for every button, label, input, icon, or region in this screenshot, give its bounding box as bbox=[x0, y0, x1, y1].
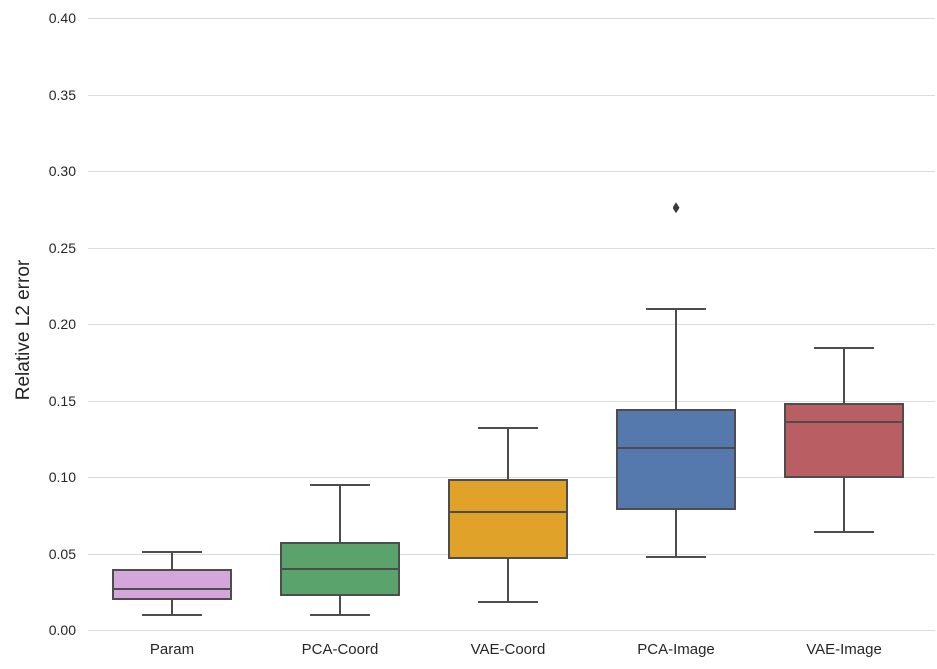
y-gridline bbox=[88, 95, 935, 96]
whisker-upper bbox=[339, 484, 341, 543]
whisker-cap-upper bbox=[814, 347, 874, 350]
outlier-marker bbox=[672, 202, 680, 214]
y-gridline bbox=[88, 324, 935, 325]
y-gridline bbox=[88, 477, 935, 478]
y-gridline bbox=[88, 171, 935, 172]
median-line bbox=[450, 511, 566, 514]
median-line bbox=[786, 420, 902, 423]
whisker-upper bbox=[507, 428, 509, 481]
median-line bbox=[114, 587, 230, 590]
whisker-cap-upper bbox=[310, 483, 370, 486]
whisker-upper bbox=[843, 348, 845, 404]
x-tick-label: PCA-Coord bbox=[301, 641, 379, 658]
x-axis-tick-labels: Param PCA-Coord VAE-Coord PCA-Image VAE-Imag… bbox=[88, 641, 935, 663]
whisker-lower bbox=[171, 599, 173, 615]
whisker-lower bbox=[843, 477, 845, 533]
x-tick-label: PCA-Image bbox=[637, 641, 715, 658]
y-tick-label: 0.30 bbox=[48, 163, 76, 179]
whisker-cap-upper bbox=[142, 550, 202, 553]
y-tick-label: 0.10 bbox=[48, 469, 76, 485]
whisker-cap-lower bbox=[646, 555, 706, 558]
y-tick-label: 0.40 bbox=[48, 10, 76, 26]
y-gridline bbox=[88, 248, 935, 249]
y-gridline bbox=[88, 401, 935, 402]
whisker-upper bbox=[675, 308, 677, 410]
y-tick-label: 0.15 bbox=[48, 392, 76, 409]
plot-area bbox=[88, 18, 935, 631]
whisker-lower bbox=[507, 558, 509, 603]
box bbox=[616, 408, 736, 511]
x-tick-label: VAE-Image bbox=[806, 641, 882, 658]
y-tick-label: 0.35 bbox=[48, 86, 76, 103]
y-tick-label: 0.20 bbox=[48, 316, 76, 332]
x-tick-label: Param bbox=[149, 641, 195, 658]
whisker-cap-upper bbox=[646, 307, 706, 310]
whisker-cap-lower bbox=[814, 531, 874, 534]
y-tick-label: 0.05 bbox=[48, 545, 76, 562]
whisker-upper bbox=[171, 551, 173, 571]
whisker-cap-lower bbox=[142, 613, 202, 616]
median-line bbox=[282, 567, 398, 570]
whisker-lower bbox=[339, 594, 341, 615]
box bbox=[448, 479, 568, 560]
y-gridline bbox=[88, 630, 935, 631]
whisker-cap-lower bbox=[310, 613, 370, 616]
x-tick-label: VAE-Coord bbox=[470, 641, 546, 658]
whisker-lower bbox=[675, 509, 677, 557]
whisker-cap-upper bbox=[478, 427, 538, 430]
box bbox=[784, 402, 904, 478]
box bbox=[112, 569, 232, 601]
whisker-cap-lower bbox=[478, 601, 538, 604]
y-tick-label: 0.00 bbox=[48, 622, 76, 638]
median-line bbox=[618, 446, 734, 449]
y-tick-label: 0.25 bbox=[48, 239, 76, 256]
y-gridline bbox=[88, 18, 935, 19]
